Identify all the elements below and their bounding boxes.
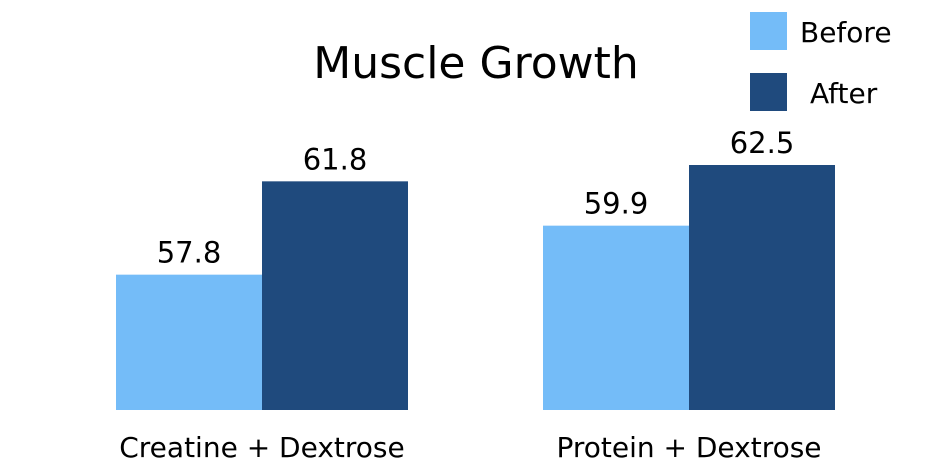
value-label-before-2: 59.9: [584, 187, 649, 221]
labels-layer: 57.8 61.8 Creatine + Dextrose 59.9 62.5 Prote…: [119, 126, 821, 464]
value-label-after-1: 61.8: [303, 142, 368, 176]
bars-layer: [116, 165, 835, 410]
value-label-before-1: 57.8: [157, 236, 222, 270]
legend: Before After: [750, 12, 892, 111]
bar-before-1: [116, 274, 262, 410]
bar-after-1: [262, 181, 408, 410]
bar-before-2: [543, 225, 689, 410]
legend-swatch-before: [750, 12, 787, 50]
chart-title: Muscle Growth: [313, 38, 639, 89]
category-label-1: Creatine + Dextrose: [119, 431, 405, 464]
category-label-2: Protein + Dextrose: [556, 431, 821, 464]
value-label-after-2: 62.5: [730, 126, 795, 160]
legend-swatch-after: [750, 73, 787, 111]
legend-label-after: After: [810, 77, 878, 110]
bar-after-2: [689, 165, 835, 410]
legend-label-before: Before: [800, 16, 892, 49]
